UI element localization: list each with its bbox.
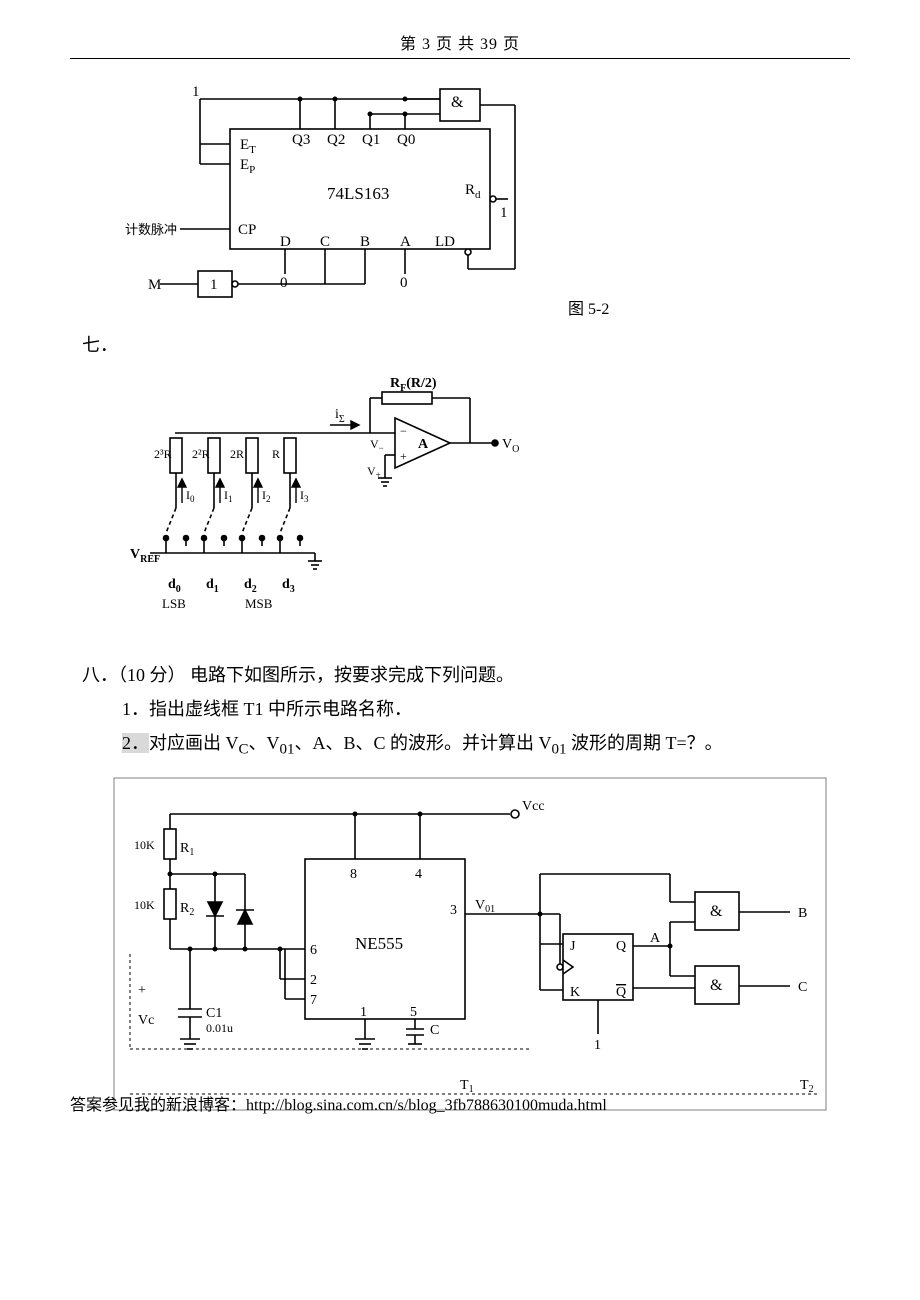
svg-text:6: 6 (310, 943, 317, 958)
svg-text:+: + (400, 449, 407, 463)
svg-text:74LS163: 74LS163 (327, 184, 389, 203)
svg-text:A: A (400, 234, 411, 250)
svg-text:d0: d0 (168, 577, 181, 595)
svg-text:1: 1 (360, 1005, 367, 1020)
svg-text:LD: LD (435, 234, 455, 250)
svg-text:M: M (148, 277, 161, 293)
highlight-prefix: 2． (122, 733, 149, 753)
svg-text:1: 1 (192, 84, 200, 100)
svg-text:d3: d3 (282, 577, 295, 595)
svg-text:VREF: VREF (130, 547, 160, 565)
svg-text:A: A (418, 437, 429, 452)
svg-text:−: − (400, 424, 407, 438)
svg-text:R2: R2 (180, 901, 194, 918)
question-8: 八．（10 分） 电路下如图所示，按要求完成下列问题。 1．指出虚线框 T1 中… (82, 658, 850, 764)
page-header: 第 3 页 共 39 页 (70, 30, 850, 54)
svg-text:10K: 10K (134, 898, 155, 912)
svg-text:VO: VO (502, 437, 519, 455)
svg-text:V01: V01 (475, 898, 495, 915)
figure-5-2-row: 1 ET EP 74LS163 CP Q3 Q2 Q1 Q0 Rd 1 D C … (70, 69, 850, 319)
svg-text:5: 5 (410, 1005, 417, 1020)
svg-text:d2: d2 (244, 577, 257, 595)
svg-text:8: 8 (350, 867, 357, 882)
svg-text:Vcc: Vcc (522, 799, 545, 814)
svg-text:10K: 10K (134, 838, 155, 852)
svg-text:C: C (798, 980, 807, 995)
svg-text:CP: CP (238, 222, 256, 238)
svg-text:0.01u: 0.01u (206, 1021, 233, 1035)
svg-text:+: + (138, 983, 146, 998)
svg-text:3: 3 (450, 903, 457, 918)
svg-text:NE555: NE555 (355, 934, 403, 953)
svg-text:LSB: LSB (162, 596, 186, 611)
section-seven-label: 七． (82, 331, 850, 357)
svg-text:Vc: Vc (138, 1013, 154, 1028)
question-8-title: 八．（10 分） 电路下如图所示，按要求完成下列问题。 (82, 658, 850, 692)
svg-text:Q3: Q3 (292, 132, 310, 148)
svg-text:B: B (360, 234, 370, 250)
svg-text:0: 0 (400, 275, 408, 291)
svg-text:R: R (272, 447, 280, 461)
figure-5-2: 1 ET EP 74LS163 CP Q3 Q2 Q1 Q0 Rd 1 D C … (70, 69, 550, 319)
svg-text:0: 0 (280, 275, 288, 291)
svg-text:MSB: MSB (245, 596, 273, 611)
svg-text:Q: Q (616, 939, 626, 954)
svg-text:A: A (650, 931, 661, 946)
page-footer: 答案参见我的新浪博客：http://blog.sina.com.cn/s/blo… (70, 1091, 607, 1115)
svg-text:iΣ: iΣ (335, 407, 345, 425)
figure-ne555: Vcc 10K R1 10K R2 + Vc C1 0.01u 8 4 3 6 … (110, 774, 830, 1114)
svg-text:V−: V− (370, 437, 384, 453)
svg-text:I3: I3 (300, 488, 309, 504)
svg-text:I2: I2 (262, 488, 271, 504)
svg-text:1: 1 (500, 205, 508, 221)
figure-dac: RF(R/2) iΣ A − + V− V+ VO 2³R 2²R 2R R I… (130, 363, 560, 643)
svg-text:K: K (570, 985, 580, 1000)
svg-text:I0: I0 (186, 488, 195, 504)
svg-text:V+: V+ (367, 464, 381, 480)
svg-text:&: & (710, 977, 723, 994)
svg-text:T2: T2 (800, 1078, 814, 1095)
svg-text:C: C (320, 234, 330, 250)
svg-text:d1: d1 (206, 577, 219, 595)
svg-text:&: & (451, 94, 464, 111)
svg-text:I1: I1 (224, 488, 233, 504)
svg-text:R1: R1 (180, 841, 194, 858)
svg-text:2²R: 2²R (192, 447, 210, 461)
svg-text:B: B (798, 906, 807, 921)
svg-text:1: 1 (594, 1038, 601, 1053)
svg-text:2: 2 (310, 973, 317, 988)
svg-text:Q1: Q1 (362, 132, 380, 148)
svg-text:D: D (280, 234, 291, 250)
svg-text:2³R: 2³R (154, 447, 172, 461)
svg-text:2R: 2R (230, 447, 244, 461)
svg-text:4: 4 (415, 867, 422, 882)
svg-text:&: & (710, 903, 723, 920)
svg-text:Q2: Q2 (327, 132, 345, 148)
svg-text:Q: Q (616, 985, 626, 1000)
question-8-item1: 1．指出虚线框 T1 中所示电路名称． (122, 692, 850, 726)
svg-text:1: 1 (210, 277, 218, 293)
svg-text:计数脉冲: 计数脉冲 (125, 222, 177, 237)
header-rule (70, 58, 850, 59)
svg-text:7: 7 (310, 993, 317, 1008)
svg-text:Q0: Q0 (397, 132, 415, 148)
question-8-item2: 2．对应画出 VC、V01、A、B、C 的波形。并计算出 V01 波形的周期 T… (122, 726, 850, 764)
figure-5-2-caption: 图 5-2 (568, 295, 609, 319)
svg-text:C: C (430, 1023, 439, 1038)
svg-text:J: J (570, 939, 576, 954)
svg-text:C1: C1 (206, 1006, 222, 1021)
